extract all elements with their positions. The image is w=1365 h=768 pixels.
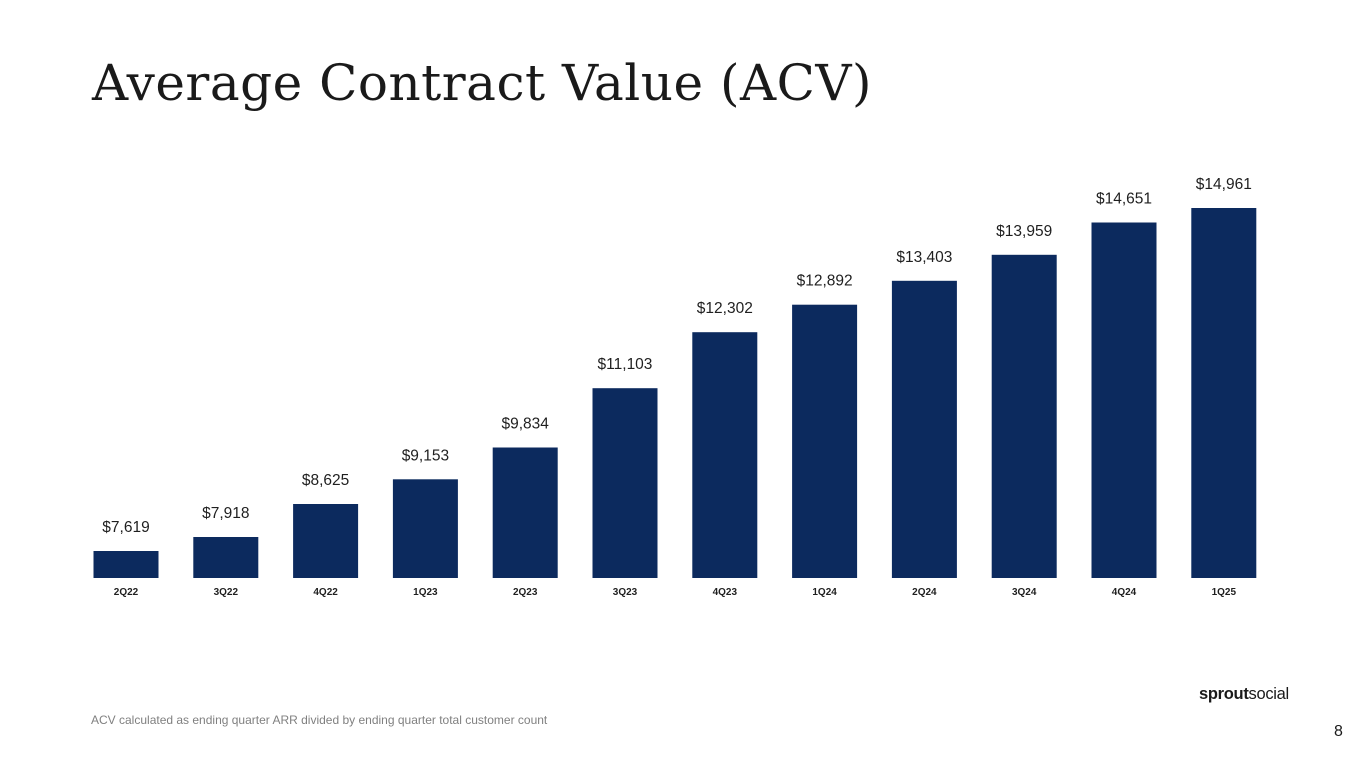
- page-title: Average Contract Value (ACV): [92, 54, 872, 112]
- x-tick-label-2Q24: 2Q24: [912, 587, 937, 598]
- bar-3Q23: [592, 388, 658, 578]
- value-label-1Q24: $12,892: [797, 273, 853, 290]
- bar-2Q23: [492, 447, 558, 578]
- x-tick-label-2Q22: 2Q22: [114, 587, 139, 598]
- value-label-3Q23: $11,103: [598, 356, 653, 373]
- sprout-social-logo: sproutsocial: [1199, 685, 1289, 704]
- x-tick-label-4Q23: 4Q23: [713, 587, 738, 598]
- bar-3Q24: [991, 254, 1057, 579]
- bar-1Q24: [792, 304, 858, 578]
- x-tick-label-3Q22: 3Q22: [214, 587, 239, 598]
- value-label-1Q23: $9,153: [402, 447, 449, 464]
- page-number: 8: [1334, 723, 1343, 740]
- bar-2Q24: [891, 280, 957, 578]
- bar-2Q22: [93, 551, 159, 578]
- bar-4Q22: [293, 504, 359, 578]
- value-label-2Q23: $9,834: [501, 416, 549, 433]
- footnote: ACV calculated as ending quarter ARR div…: [91, 713, 548, 727]
- logo-part-social: social: [1248, 685, 1290, 703]
- bar-1Q23: [392, 479, 458, 578]
- value-label-3Q22: $7,918: [202, 505, 249, 522]
- bar-4Q24: [1091, 222, 1157, 578]
- x-tick-label-4Q22: 4Q22: [313, 587, 338, 598]
- x-tick-label-2Q23: 2Q23: [513, 587, 538, 598]
- value-label-3Q24: $13,959: [996, 223, 1052, 240]
- bar-4Q23: [692, 332, 758, 578]
- bar-1Q25: [1191, 208, 1257, 578]
- x-tick-label-1Q24: 1Q24: [812, 587, 837, 598]
- acv-bar-chart: $7,619 2Q22 $7,918 3Q22 $8,625 4Q22 $9,153 1Q23…: [93, 176, 1257, 598]
- value-label-1Q25: $14,961: [1196, 176, 1252, 193]
- value-label-4Q24: $14,651: [1096, 191, 1152, 208]
- x-tick-label-3Q24: 3Q24: [1012, 587, 1037, 598]
- x-tick-label-1Q25: 1Q25: [1212, 587, 1237, 598]
- value-label-4Q23: $12,302: [697, 300, 753, 317]
- value-label-2Q24: $13,403: [896, 249, 952, 266]
- bar-3Q22: [193, 537, 259, 578]
- value-label-2Q22: $7,619: [102, 519, 149, 536]
- x-tick-label-4Q24: 4Q24: [1112, 587, 1137, 598]
- value-label-4Q22: $8,625: [302, 472, 349, 489]
- x-tick-label-3Q23: 3Q23: [613, 587, 638, 598]
- logo-part-sprout: sprout: [1199, 685, 1249, 703]
- x-tick-label-1Q23: 1Q23: [413, 587, 438, 598]
